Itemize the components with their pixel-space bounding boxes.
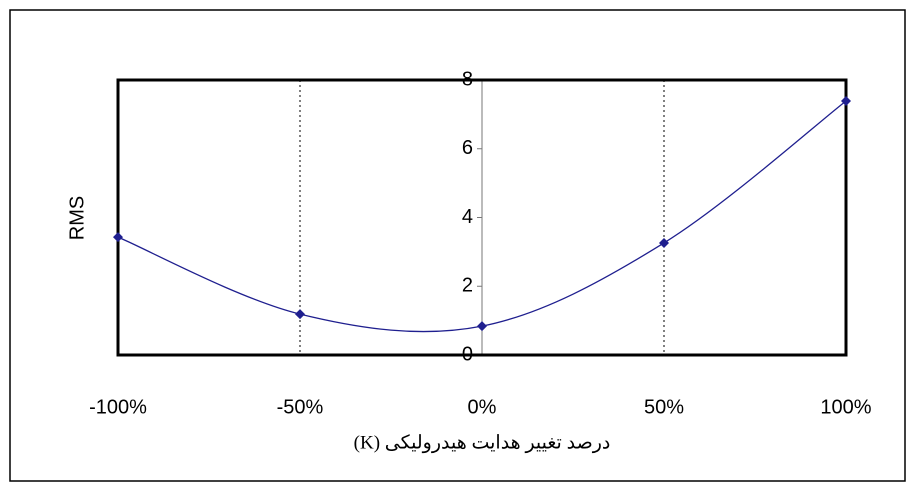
data-point [295, 309, 305, 320]
x-tick-label: 100% [820, 396, 871, 418]
data-point [659, 237, 669, 248]
y-tick-label: 2 [462, 275, 473, 297]
x-axis-label: درصد تغییر هدایت هیدرولیکی (K) [354, 432, 611, 453]
y-tick-label: 4 [462, 206, 473, 228]
data-point [477, 321, 487, 332]
x-tick-label: -100% [89, 396, 147, 418]
data-point [113, 232, 123, 243]
x-tick-label: -50% [277, 396, 324, 418]
plot-border [116, 78, 848, 357]
data-point [841, 95, 851, 106]
y-axis-label: RMS [66, 196, 88, 240]
x-tick-label: 50% [644, 396, 684, 418]
x-tick-label: 0% [468, 396, 497, 418]
chart-frame [9, 9, 906, 482]
y-tick-label: 6 [462, 137, 473, 159]
